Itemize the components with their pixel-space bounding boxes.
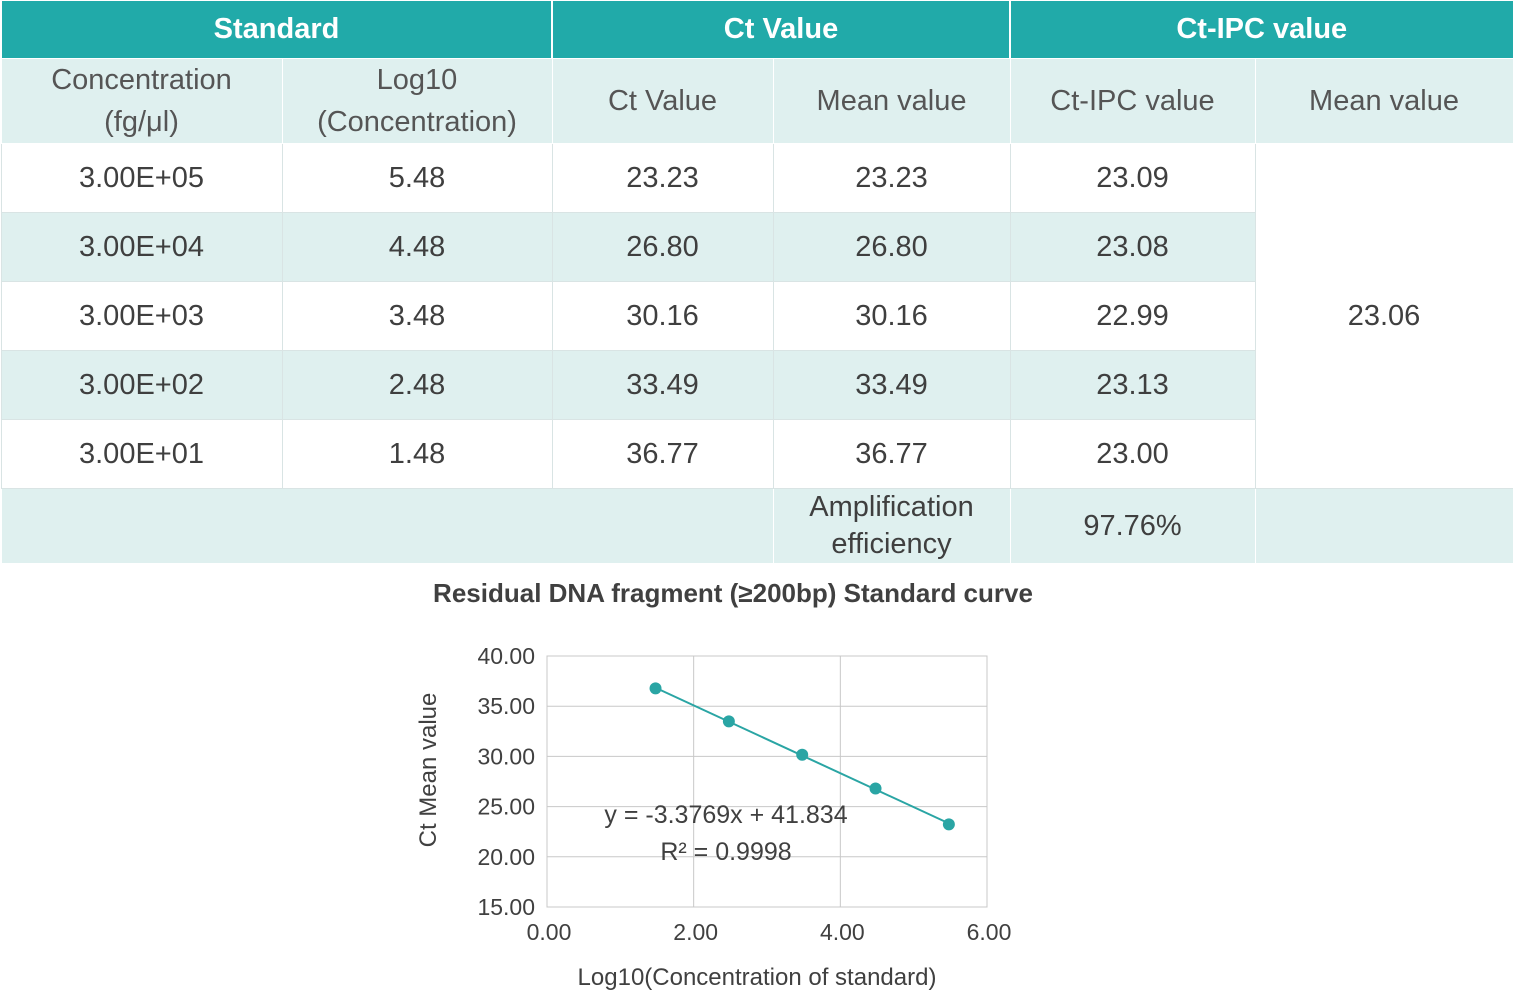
x-tick-label: 0.00 (527, 919, 572, 945)
group-header-ct-value: Ct Value (551, 0, 1011, 59)
table-row: 3.00E+05 5.48 23.23 23.23 23.09 23.06 (0, 143, 1513, 489)
data-point (869, 782, 882, 795)
cell-log10: 1.48 (281, 419, 553, 489)
data-point (649, 682, 662, 695)
cell-ct-ipc: 23.00 (1009, 419, 1256, 489)
cell-log10: 3.48 (281, 281, 553, 351)
table-row: 3.00E+04 4.48 26.80 26.80 23.08 (0, 212, 1513, 282)
col-header-concentration: Concentration (fg/μl) (0, 58, 283, 144)
cell-ct: 26.80 (551, 212, 774, 282)
cell-concentration: 3.00E+01 (0, 419, 283, 489)
cell-ct: 23.23 (551, 143, 774, 213)
x-tick-label: 4.00 (820, 919, 865, 945)
cell-concentration: 3.00E+05 (0, 143, 283, 213)
footer-row: Amplification efficiency 97.76% (0, 488, 1513, 564)
data-point (796, 748, 809, 761)
x-tick-label: 6.00 (967, 919, 1012, 945)
cell-ct-mean: 26.80 (772, 212, 1011, 282)
footer-empty (0, 488, 774, 564)
cell-ct-ipc: 23.08 (1009, 212, 1256, 282)
y-tick-label: 35.00 (477, 693, 535, 719)
standard-curve-table: Standard Ct Value Ct-IPC value Concentra… (0, 0, 1513, 564)
cell-ct: 36.77 (551, 419, 774, 489)
cell-log10: 5.48 (281, 143, 553, 213)
cell-ipc-mean: 23.06 (1254, 143, 1513, 489)
y-tick-label: 15.00 (477, 894, 535, 920)
col-header-ct-ipc: Ct-IPC value (1009, 58, 1256, 144)
table-row: 3.00E+02 2.48 33.49 33.49 23.13 (0, 350, 1513, 420)
col-header-log10: Log10 (Concentration) (281, 58, 553, 144)
x-tick-label: 2.00 (673, 919, 718, 945)
cell-ct-ipc: 23.13 (1009, 350, 1256, 420)
chart-title: Residual DNA fragment (≥200bp) Standard … (433, 578, 1033, 608)
cell-ct: 33.49 (551, 350, 774, 420)
cell-ct-mean: 36.77 (772, 419, 1011, 489)
col-header-ct-value: Ct Value (551, 58, 774, 144)
group-header-row: Standard Ct Value Ct-IPC value (0, 0, 1513, 59)
y-axis-title: Ct Mean value (415, 693, 442, 848)
equation-label: y = -3.3769x + 41.834 (604, 801, 847, 829)
cell-log10: 4.48 (281, 212, 553, 282)
table-row: 3.00E+01 1.48 36.77 36.77 23.00 (0, 419, 1513, 489)
group-header-standard: Standard (0, 0, 553, 59)
cell-ct-ipc: 22.99 (1009, 281, 1256, 351)
footer-label: Amplification efficiency (772, 488, 1011, 564)
y-tick-label: 30.00 (477, 743, 535, 769)
r-squared-label: R² = 0.9998 (660, 838, 791, 866)
cell-concentration: 3.00E+04 (0, 212, 283, 282)
plot-area (546, 655, 988, 908)
col-header-ct-mean: Mean value (772, 58, 1011, 144)
y-tick-label: 20.00 (477, 844, 535, 870)
cell-concentration: 3.00E+03 (0, 281, 283, 351)
data-point (722, 715, 735, 728)
y-tick-label: 40.00 (477, 643, 535, 669)
footer-value: 97.76% (1009, 488, 1256, 564)
cell-concentration: 3.00E+02 (0, 350, 283, 420)
cell-ct-mean: 23.23 (772, 143, 1011, 213)
sub-header-row: Concentration (fg/μl) Log10 (Concentrati… (0, 58, 1513, 144)
y-tick-label: 25.00 (477, 794, 535, 820)
footer-empty-right (1254, 488, 1513, 564)
cell-log10: 2.48 (281, 350, 553, 420)
col-header-ipc-mean: Mean value (1254, 58, 1513, 144)
data-point (942, 818, 955, 831)
cell-ct-mean: 33.49 (772, 350, 1011, 420)
x-axis-title: Log10(Concentration of standard) (578, 964, 937, 991)
